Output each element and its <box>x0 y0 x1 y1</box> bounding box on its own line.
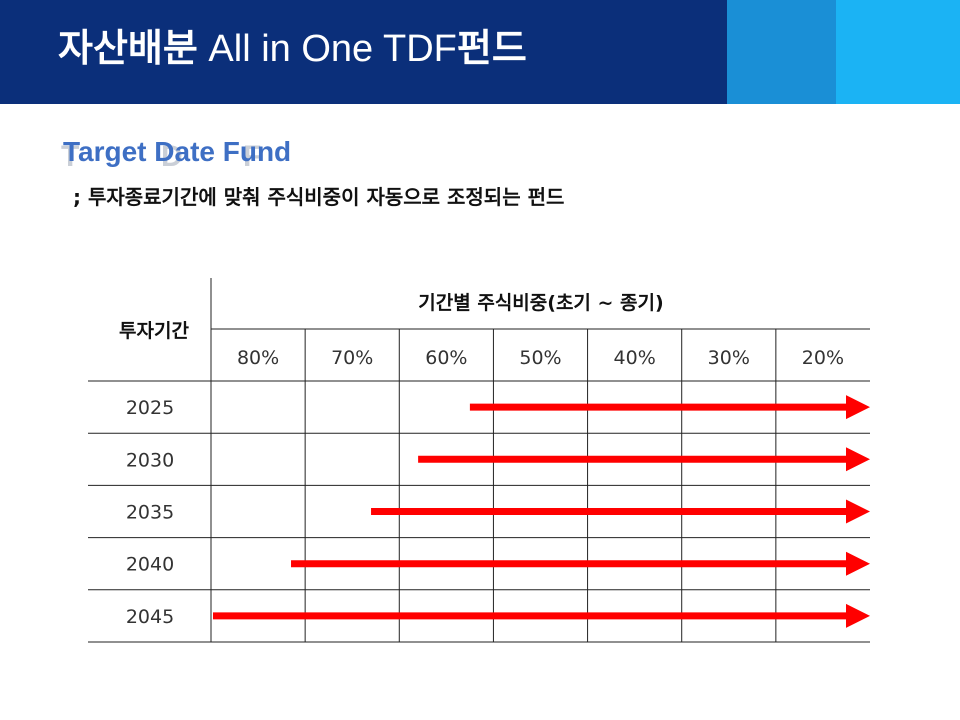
column-label: 40% <box>614 347 656 369</box>
ghost-letter-f: F <box>243 140 262 173</box>
title-korean-suffix: 펀드 <box>456 26 527 70</box>
header-accent-block <box>727 0 836 104</box>
row-year-label: 2030 <box>126 449 174 471</box>
row-year-label: 2045 <box>126 606 174 628</box>
glide-arrow-head <box>846 551 870 576</box>
row-year-label: 2025 <box>126 397 174 419</box>
title-korean: 자산배분 <box>58 26 198 70</box>
table-grid <box>88 278 870 643</box>
definition-text: ; 투자종료기간에 맞춰 주식비중이 자동으로 조정되는 펀드 <box>73 185 565 209</box>
row-labels: 2025 2030 2035 2040 2045 <box>126 397 174 628</box>
glide-arrows <box>213 395 870 628</box>
title-english: All in One TDF <box>197 28 457 70</box>
column-label: 80% <box>237 347 279 369</box>
row-header-label: 투자기간 <box>119 320 189 342</box>
ghost-letter-d: D <box>161 140 183 173</box>
subtitle-block: T D F Target Date Fund <box>61 136 292 176</box>
glide-arrow-head <box>846 395 870 420</box>
glide-arrow-head <box>846 603 870 628</box>
column-label: 60% <box>425 347 467 369</box>
row-year-label: 2035 <box>126 502 174 524</box>
column-label: 20% <box>802 347 844 369</box>
slide-header: 자산배분 All in One TDF펀드 <box>0 0 960 104</box>
glide-arrow-head <box>846 447 870 472</box>
column-label: 70% <box>331 347 373 369</box>
column-label: 50% <box>519 347 561 369</box>
subtitle: Target Date Fund <box>63 136 292 167</box>
header-accent-block-light <box>836 0 960 104</box>
column-label: 30% <box>708 347 750 369</box>
column-labels: 80% 70% 60% 50% 40% 30% 20% <box>237 347 844 369</box>
row-year-label: 2040 <box>126 554 174 576</box>
ghost-letter-t: T <box>61 140 80 173</box>
slide-title: 자산배분 All in One TDF펀드 <box>58 18 527 78</box>
column-group-header: 기간별 주식비중(초기 ~ 종기) <box>418 292 663 314</box>
glide-arrow-head <box>846 499 870 524</box>
